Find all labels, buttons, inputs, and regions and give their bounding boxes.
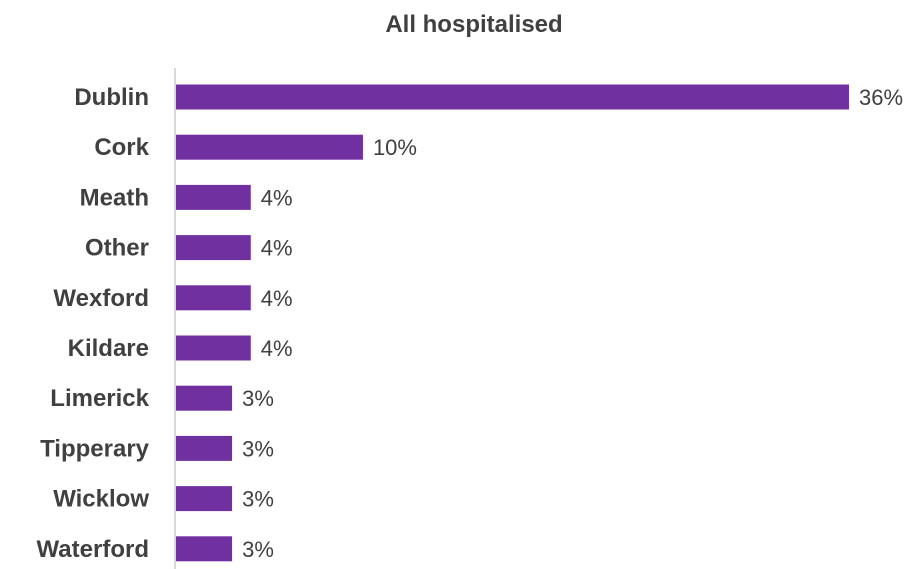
category-label: Cork <box>94 134 149 161</box>
bar <box>176 235 251 261</box>
value-label: 4% <box>261 236 293 261</box>
value-label: 3% <box>242 537 274 562</box>
value-label: 3% <box>242 436 274 461</box>
category-label: Tipperary <box>40 435 150 462</box>
bar <box>176 385 233 411</box>
category-label: Wicklow <box>53 486 149 513</box>
value-label: 4% <box>261 336 293 361</box>
value-label: 4% <box>261 185 293 210</box>
category-label: Waterford <box>37 536 149 563</box>
value-label: 4% <box>261 286 293 311</box>
bar <box>176 486 233 512</box>
category-label: Kildare <box>68 335 149 362</box>
category-label: Wexford <box>53 285 149 312</box>
bar <box>176 335 251 361</box>
bars-layer: Dublin 36% Cork 10% Meath 4% Other 4% Wexford 4% K… <box>37 84 904 563</box>
chart-title: All hospitalised <box>385 11 562 38</box>
bar <box>176 184 251 210</box>
value-label: 3% <box>242 386 274 411</box>
value-label: 36% <box>859 85 903 110</box>
category-label: Limerick <box>50 385 149 412</box>
value-label: 3% <box>242 487 274 512</box>
bar <box>176 536 233 562</box>
category-label: Other <box>85 235 149 262</box>
value-label: 10% <box>373 135 417 160</box>
bar <box>176 285 251 311</box>
category-label: Meath <box>80 184 149 211</box>
bar <box>176 134 363 160</box>
bar <box>176 84 849 110</box>
bar <box>176 435 233 461</box>
category-label: Dublin <box>74 84 149 111</box>
